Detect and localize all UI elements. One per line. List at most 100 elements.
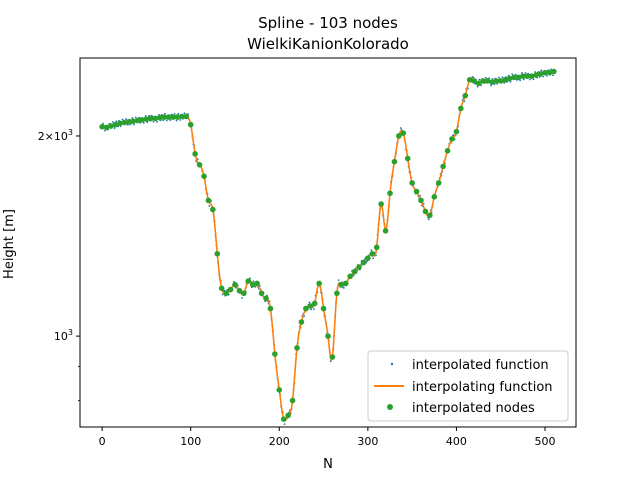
- function-point: [524, 72, 527, 74]
- node-point: [413, 188, 420, 195]
- function-point: [498, 76, 500, 79]
- node-point: [267, 305, 274, 312]
- function-point: [521, 72, 523, 74]
- function-point: [103, 129, 106, 132]
- legend-nodes-marker: [387, 404, 393, 410]
- function-point: [476, 85, 479, 88]
- function-point: [134, 116, 137, 119]
- function-point: [511, 73, 514, 76]
- function-point: [179, 119, 181, 121]
- node-point: [365, 255, 371, 261]
- node-point: [409, 180, 415, 186]
- node-point: [484, 78, 491, 84]
- node-point: [263, 295, 269, 302]
- function-point: [152, 120, 155, 123]
- node-point: [245, 278, 252, 284]
- node-point: [130, 118, 136, 124]
- node-point: [183, 113, 190, 120]
- function-point: [115, 120, 118, 123]
- function-point: [550, 68, 553, 71]
- node-point: [369, 250, 376, 257]
- function-point: [121, 118, 124, 121]
- node-point: [99, 123, 105, 130]
- node-point: [422, 208, 429, 215]
- node-point: [232, 281, 238, 288]
- node-point: [360, 259, 367, 266]
- node-point: [546, 69, 553, 76]
- node-point: [524, 73, 531, 79]
- x-tick-label: 100: [180, 435, 201, 448]
- node-point: [112, 121, 119, 128]
- node-point: [489, 79, 495, 85]
- node-point: [316, 280, 322, 287]
- node-point: [475, 80, 482, 87]
- function-point: [156, 120, 158, 123]
- function-point: [519, 79, 522, 82]
- x-tick-label: 200: [269, 435, 290, 448]
- function-point: [529, 78, 531, 81]
- y-tick-label: 2×103: [38, 128, 73, 143]
- x-tick-label: 300: [357, 435, 378, 448]
- function-point: [164, 112, 166, 115]
- node-point: [103, 124, 110, 131]
- node-point: [174, 114, 181, 120]
- function-point: [532, 78, 535, 81]
- function-point: [221, 293, 224, 296]
- chart-subtitle: WielkiKanionKolorado: [247, 35, 409, 53]
- axes-frame: [79, 57, 577, 428]
- node-point: [520, 73, 526, 79]
- node-point: [210, 206, 216, 213]
- node-point: [427, 212, 433, 219]
- node-point: [298, 319, 305, 325]
- node-point: [431, 194, 438, 200]
- function-point: [472, 76, 475, 79]
- function-point: [173, 113, 176, 115]
- node-point: [311, 300, 318, 307]
- node-point: [196, 162, 203, 168]
- node-point: [440, 163, 446, 170]
- node-point: [404, 155, 411, 162]
- legend-box: [367, 350, 569, 422]
- function-point: [111, 121, 114, 123]
- node-point: [192, 151, 198, 157]
- function-point: [399, 127, 402, 129]
- node-point: [387, 190, 393, 197]
- node-point: [373, 244, 380, 251]
- function-point: [308, 301, 311, 304]
- node-point: [139, 117, 145, 123]
- function-point: [169, 119, 172, 122]
- node-point: [320, 305, 327, 312]
- node-point: [497, 78, 504, 84]
- node-point: [254, 280, 260, 287]
- node-point: [214, 250, 221, 257]
- node-point: [347, 273, 353, 280]
- function-point: [241, 297, 243, 299]
- node-point: [396, 133, 402, 139]
- node-point: [418, 197, 424, 204]
- legend-nodes-label: interpolated nodes: [412, 401, 535, 416]
- node-point: [227, 286, 234, 293]
- node-point: [493, 78, 500, 84]
- x-tick-label: 0: [99, 435, 106, 448]
- function-point: [540, 69, 543, 72]
- function-point: [252, 280, 255, 283]
- node-point: [400, 130, 407, 136]
- node-point: [249, 281, 256, 288]
- node-point: [276, 387, 283, 393]
- node-point: [280, 416, 287, 423]
- function-point: [177, 112, 180, 115]
- legend-spline-label: interpolating function: [412, 380, 553, 395]
- function-point: [552, 74, 554, 77]
- function-point: [254, 285, 257, 288]
- function-point: [478, 78, 481, 81]
- node-point: [218, 285, 225, 292]
- x-axis-label: N: [323, 457, 333, 472]
- node-point: [444, 147, 451, 154]
- node-point: [551, 68, 557, 75]
- node-point: [152, 115, 159, 122]
- function-point: [352, 274, 355, 277]
- node-point: [117, 120, 123, 127]
- node-point: [205, 197, 212, 204]
